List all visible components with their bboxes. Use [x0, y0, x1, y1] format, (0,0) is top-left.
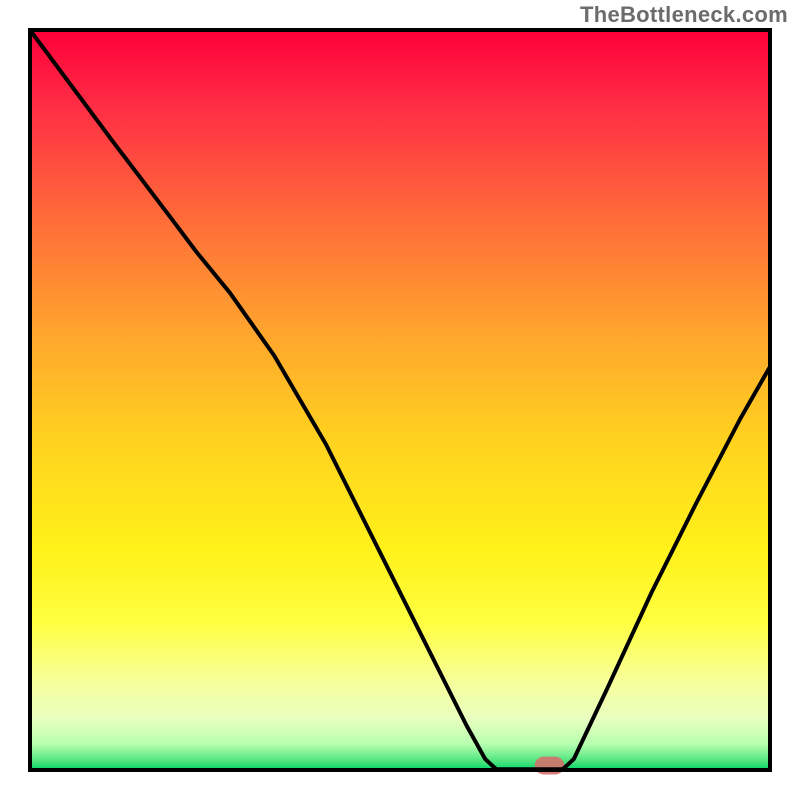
- watermark-text: TheBottleneck.com: [580, 2, 788, 28]
- chart-svg: [0, 0, 800, 800]
- stage: TheBottleneck.com: [0, 0, 800, 800]
- chart-background: [30, 30, 770, 770]
